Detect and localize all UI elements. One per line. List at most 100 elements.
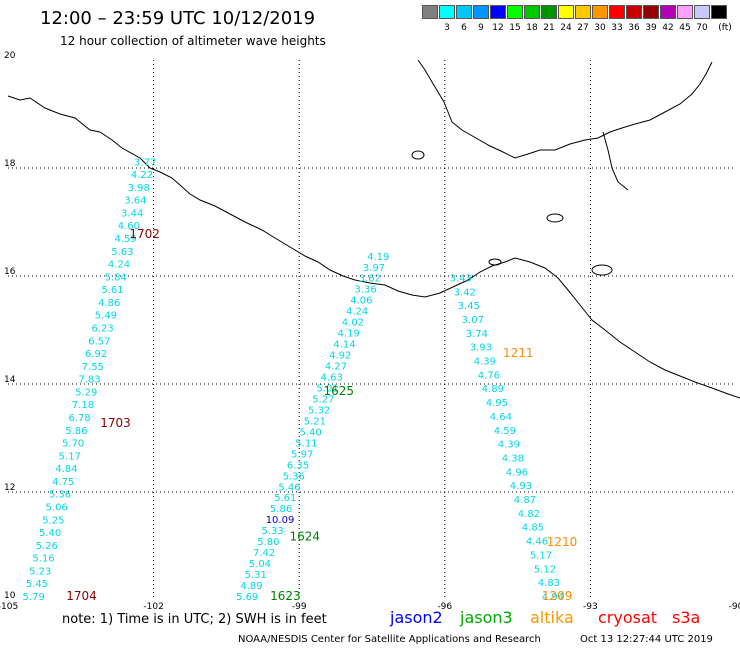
- wave-height-value: 4.95: [486, 398, 508, 409]
- legend-label: 12: [492, 23, 504, 33]
- mexico-pacific-coastline: [7, 95, 740, 399]
- lon-tick-label: -96: [437, 602, 452, 612]
- wave-height-value: 5.23: [29, 566, 51, 577]
- page-subtitle: 12 hour collection of altimeter wave hei…: [60, 34, 326, 48]
- lon-tick-label: -99: [292, 602, 307, 612]
- wave-height-value: 4.89: [240, 581, 262, 592]
- wave-height-value: 5.33: [261, 526, 283, 537]
- legend-label: 39: [645, 23, 657, 33]
- wave-height-value: 4.63: [321, 373, 343, 384]
- wave-height-value: 4.06: [350, 296, 372, 307]
- wave-height-value: 4.87: [514, 495, 536, 506]
- wave-height-value: 5.40: [39, 528, 61, 539]
- legend-label: 33: [611, 23, 623, 33]
- wave-height-value: 5.46: [278, 482, 300, 493]
- legend-label: 30: [594, 23, 606, 33]
- pass-number-label: 1704: [66, 589, 97, 603]
- gulf-coastline: [417, 59, 713, 159]
- legend-swatch: [575, 5, 591, 19]
- pass-number-label: 1623: [270, 589, 301, 603]
- wave-height-value: 5.36: [283, 471, 305, 482]
- wave-height-value: 4.39: [498, 440, 520, 451]
- wave-height-value: 7.18: [72, 400, 94, 411]
- legend-swatch: [609, 5, 625, 19]
- island-small: [488, 258, 502, 266]
- legend-swatch: [507, 5, 523, 19]
- wave-height-value: 3.97: [363, 263, 385, 274]
- lon-tick-label: -105: [0, 602, 18, 612]
- wave-height-value: 5.32: [308, 405, 330, 416]
- wave-height-value: 6.78: [69, 413, 91, 424]
- wave-height-value: 3.98: [128, 183, 150, 194]
- pass-number-label: 1209: [542, 589, 573, 603]
- legend-label: 24: [560, 23, 572, 33]
- wave-height-value: 10.09: [266, 515, 295, 526]
- wave-height-value: 4.59: [114, 234, 136, 245]
- wave-height-value: 4.83: [538, 578, 560, 589]
- wave-height-value: 6.92: [85, 349, 107, 360]
- footer-note: note: 1) Time is in UTC; 2) SWH is in fe…: [62, 612, 327, 627]
- wave-height-value: 5.86: [270, 504, 292, 515]
- wave-height-value: 4.46: [526, 537, 548, 548]
- wave-height-value: 3.93: [470, 343, 492, 354]
- island-small: [591, 264, 613, 276]
- wave-height-value: 4.93: [510, 481, 532, 492]
- wave-height-value: 3.43: [450, 273, 472, 284]
- page-title: 12:00 – 23:59 UTC 10/12/2019: [40, 8, 316, 29]
- legend-unit: (ft): [718, 23, 732, 33]
- legend-swatch: [694, 5, 710, 19]
- wave-height-value: 6.35: [287, 460, 309, 471]
- wave-height-value: 5.36: [49, 490, 71, 501]
- wave-height-value: 5.06: [46, 503, 68, 514]
- legend-swatch: [422, 5, 438, 19]
- wave-height-value: 3.42: [454, 287, 476, 298]
- wave-height-value: 4.94: [542, 592, 564, 603]
- satellite-label-jason2: jason2: [390, 608, 443, 627]
- legend-label: 9: [478, 23, 484, 33]
- legend-swatch: [473, 5, 489, 19]
- lat-tick-label: 12: [4, 483, 15, 493]
- wave-height-value: 3.45: [458, 301, 480, 312]
- legend-swatch: [626, 5, 642, 19]
- footer-timestamp: Oct 13 12:27:44 UTC 2019: [580, 634, 713, 645]
- altimeter-tracks: 3.774.223.983.643.444.604.595.634.245.84…: [23, 157, 565, 603]
- wave-height-value: 5.17: [530, 550, 552, 561]
- wave-height-value: 4.92: [329, 351, 351, 362]
- wave-height-value: 4.39: [474, 357, 496, 368]
- wave-height-value: 4.27: [325, 362, 347, 373]
- coastline: [7, 59, 740, 399]
- wave-height-value: 5.11: [295, 438, 317, 449]
- satellite-label-jason3: jason3: [460, 608, 513, 627]
- wave-height-value: 4.19: [338, 329, 360, 340]
- pass-number-label: 1702: [129, 227, 160, 241]
- wave-height-value: 3.77: [134, 157, 156, 168]
- wave-height-value: 4.14: [333, 340, 355, 351]
- wave-height-value: 4.24: [108, 260, 130, 271]
- legend-label: 42: [662, 23, 674, 33]
- wave-height-value: 4.89: [482, 384, 504, 395]
- wave-height-value: 5.61: [101, 285, 123, 296]
- wave-height-value: 5.84: [105, 272, 127, 283]
- wave-height-value: 5.27: [312, 394, 334, 405]
- wave-height-value: 4.22: [131, 170, 153, 181]
- legend-label: 15: [509, 23, 521, 33]
- wave-height-value: 5.61: [274, 493, 296, 504]
- wave-height-value: 4.82: [518, 509, 540, 520]
- wave-height-value: 6.57: [88, 336, 110, 347]
- wave-height-value: 5.31: [245, 570, 267, 581]
- island-small: [546, 213, 564, 223]
- wave-height-value: 5.40: [300, 427, 322, 438]
- wave-height-value: 7.83: [78, 375, 100, 386]
- wave-height-value: 4.84: [55, 464, 77, 475]
- lon-tick-label: -102: [143, 602, 163, 612]
- satellite-label-altika: altika: [530, 608, 574, 627]
- wave-height-value: 5.69: [236, 592, 258, 603]
- wave-height-value: 5.86: [65, 426, 87, 437]
- wave-height-value: 5.26: [36, 541, 58, 552]
- footer-credit: NOAA/NESDIS Center for Satellite Applica…: [238, 634, 541, 645]
- peninsula-coast: [602, 131, 629, 191]
- wave-height-value: 5.04: [249, 559, 271, 570]
- pass-number-label: 1703: [100, 416, 131, 430]
- wave-height-value: 4.75: [52, 477, 74, 488]
